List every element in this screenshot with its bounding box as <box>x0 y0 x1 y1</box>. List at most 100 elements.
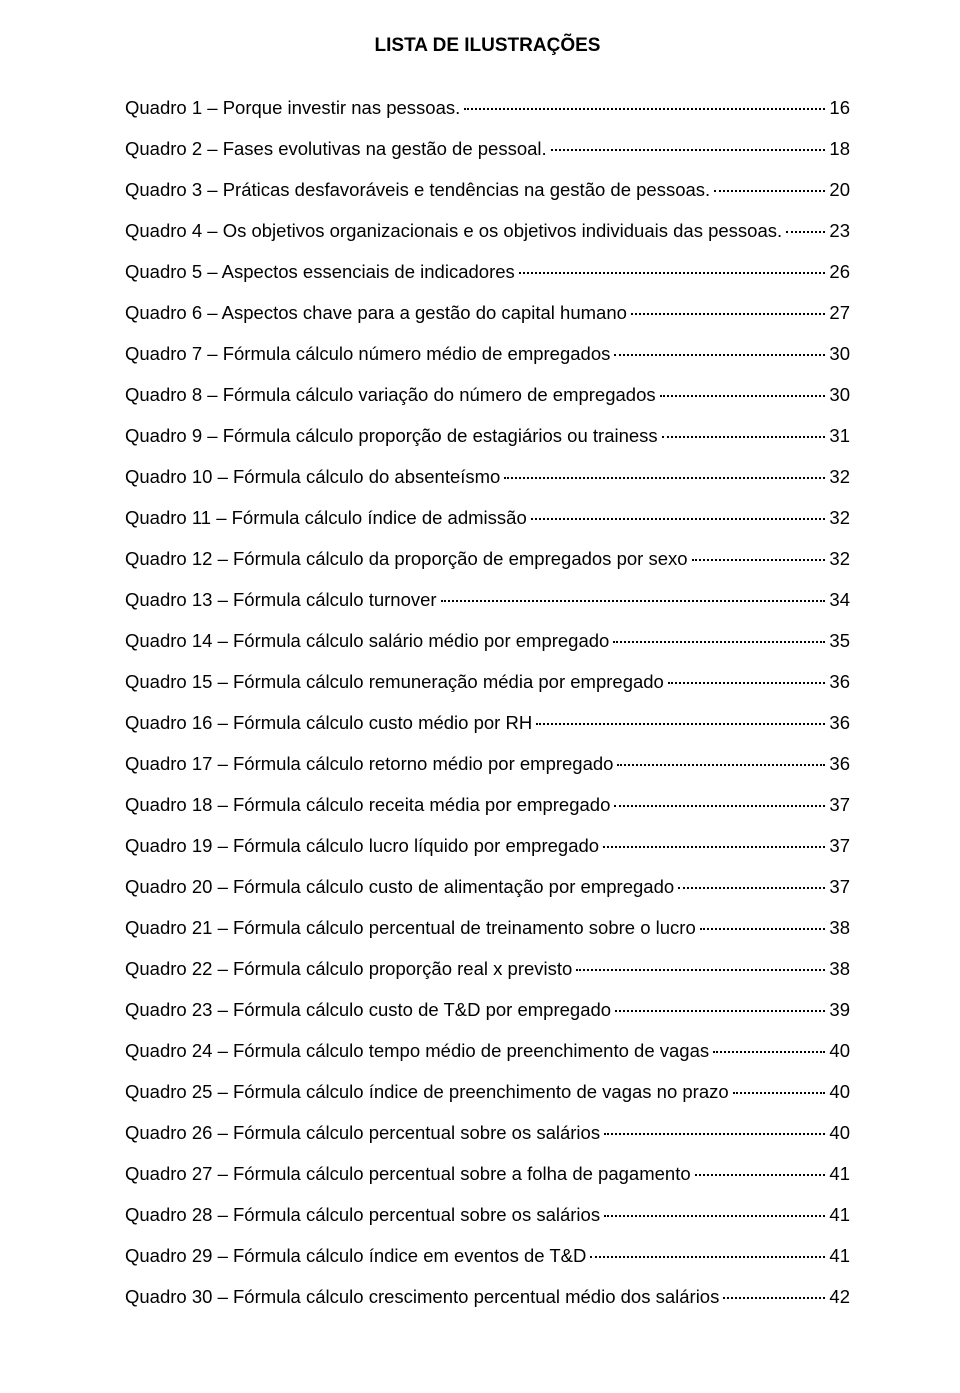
toc-item-page: 18 <box>829 140 850 159</box>
toc-item-label: Quadro 27 – Fórmula cálculo percentual s… <box>125 1165 691 1184</box>
toc-item: Quadro 9 – Fórmula cálculo proporção de … <box>125 427 850 446</box>
toc-item-page: 34 <box>829 591 850 610</box>
toc-leader-dots <box>668 682 826 684</box>
toc-item-label: Quadro 23 – Fórmula cálculo custo de T&D… <box>125 1001 611 1020</box>
toc-leader-dots <box>660 395 826 397</box>
toc-item-label: Quadro 17 – Fórmula cálculo retorno médi… <box>125 755 613 774</box>
toc-item: Quadro 16 – Fórmula cálculo custo médio … <box>125 714 850 733</box>
toc-item: Quadro 30 – Fórmula cálculo crescimento … <box>125 1288 850 1307</box>
toc-item: Quadro 6 – Aspectos chave para a gestão … <box>125 304 850 323</box>
toc-item-page: 35 <box>829 632 850 651</box>
toc-item: Quadro 28 – Fórmula cálculo percentual s… <box>125 1206 850 1225</box>
toc-item: Quadro 22 – Fórmula cálculo proporção re… <box>125 960 850 979</box>
toc-item: Quadro 2 – Fases evolutivas na gestão de… <box>125 140 850 159</box>
toc-leader-dots <box>615 1010 825 1012</box>
toc-leader-dots <box>531 518 826 520</box>
toc-item-page: 40 <box>829 1083 850 1102</box>
toc-item-label: Quadro 13 – Fórmula cálculo turnover <box>125 591 437 610</box>
toc-item: Quadro 23 – Fórmula cálculo custo de T&D… <box>125 1001 850 1020</box>
toc-item: Quadro 21 – Fórmula cálculo percentual d… <box>125 919 850 938</box>
toc-item-page: 40 <box>829 1042 850 1061</box>
toc-item-page: 36 <box>829 755 850 774</box>
toc-item-page: 30 <box>829 386 850 405</box>
toc-item-page: 37 <box>829 837 850 856</box>
toc-item-page: 38 <box>829 919 850 938</box>
toc-item: Quadro 12 – Fórmula cálculo da proporção… <box>125 550 850 569</box>
toc-item-page: 27 <box>829 304 850 323</box>
toc-item: Quadro 3 – Práticas desfavoráveis e tend… <box>125 181 850 200</box>
toc-item-page: 40 <box>829 1124 850 1143</box>
toc-item: Quadro 15 – Fórmula cálculo remuneração … <box>125 673 850 692</box>
toc-item: Quadro 24 – Fórmula cálculo tempo médio … <box>125 1042 850 1061</box>
toc-item-label: Quadro 21 – Fórmula cálculo percentual d… <box>125 919 696 938</box>
toc-item-page: 23 <box>829 222 850 241</box>
toc-leader-dots <box>613 641 825 643</box>
toc-leader-dots <box>576 969 825 971</box>
toc-item: Quadro 14 – Fórmula cálculo salário médi… <box>125 632 850 651</box>
toc-item-page: 37 <box>829 796 850 815</box>
toc-item: Quadro 10 – Fórmula cálculo do absenteís… <box>125 468 850 487</box>
toc-leader-dots <box>617 764 825 766</box>
toc-leader-dots <box>786 231 825 233</box>
toc-item-label: Quadro 6 – Aspectos chave para a gestão … <box>125 304 627 323</box>
toc-item-page: 38 <box>829 960 850 979</box>
toc-item-label: Quadro 20 – Fórmula cálculo custo de ali… <box>125 878 674 897</box>
toc-leader-dots <box>631 313 826 315</box>
toc-leader-dots <box>733 1092 826 1094</box>
toc-item-page: 41 <box>829 1206 850 1225</box>
toc-item: Quadro 17 – Fórmula cálculo retorno médi… <box>125 755 850 774</box>
toc-item: Quadro 29 – Fórmula cálculo índice em ev… <box>125 1247 850 1266</box>
toc-leader-dots <box>504 477 825 479</box>
toc-item-label: Quadro 8 – Fórmula cálculo variação do n… <box>125 386 656 405</box>
toc-item-page: 36 <box>829 673 850 692</box>
toc-list: Quadro 1 – Porque investir nas pessoas. 1… <box>125 99 850 1307</box>
toc-item: Quadro 20 – Fórmula cálculo custo de ali… <box>125 878 850 897</box>
toc-item: Quadro 1 – Porque investir nas pessoas. 1… <box>125 99 850 118</box>
toc-item-label: Quadro 14 – Fórmula cálculo salário médi… <box>125 632 609 651</box>
toc-item-label: Quadro 16 – Fórmula cálculo custo médio … <box>125 714 532 733</box>
toc-leader-dots <box>590 1256 825 1258</box>
toc-item-label: Quadro 9 – Fórmula cálculo proporção de … <box>125 427 658 446</box>
toc-item-label: Quadro 28 – Fórmula cálculo percentual s… <box>125 1206 600 1225</box>
toc-item-page: 32 <box>829 509 850 528</box>
toc-item-label: Quadro 19 – Fórmula cálculo lucro líquid… <box>125 837 599 856</box>
toc-leader-dots <box>536 723 825 725</box>
toc-leader-dots <box>614 805 825 807</box>
page-title: LISTA DE ILUSTRAÇÕES <box>125 35 850 57</box>
toc-item-page: 32 <box>829 468 850 487</box>
toc-item-page: 26 <box>829 263 850 282</box>
toc-item-page: 37 <box>829 878 850 897</box>
toc-item-page: 32 <box>829 550 850 569</box>
toc-item-page: 30 <box>829 345 850 364</box>
toc-leader-dots <box>464 108 825 110</box>
toc-item: Quadro 13 – Fórmula cálculo turnover 34 <box>125 591 850 610</box>
toc-item: Quadro 7 – Fórmula cálculo número médio … <box>125 345 850 364</box>
toc-leader-dots <box>700 928 826 930</box>
toc-leader-dots <box>723 1297 825 1299</box>
toc-item: Quadro 8 – Fórmula cálculo variação do n… <box>125 386 850 405</box>
toc-item-label: Quadro 4 – Os objetivos organizacionais … <box>125 222 782 241</box>
toc-item: Quadro 19 – Fórmula cálculo lucro líquid… <box>125 837 850 856</box>
toc-item: Quadro 25 – Fórmula cálculo índice de pr… <box>125 1083 850 1102</box>
toc-item-page: 16 <box>829 99 850 118</box>
toc-item-page: 20 <box>829 181 850 200</box>
toc-item: Quadro 5 – Aspectos essenciais de indica… <box>125 263 850 282</box>
toc-item-page: 39 <box>829 1001 850 1020</box>
toc-leader-dots <box>713 1051 825 1053</box>
toc-leader-dots <box>695 1174 826 1176</box>
toc-item: Quadro 26 – Fórmula cálculo percentual s… <box>125 1124 850 1143</box>
toc-item-page: 41 <box>829 1165 850 1184</box>
toc-leader-dots <box>604 1133 825 1135</box>
toc-item-label: Quadro 25 – Fórmula cálculo índice de pr… <box>125 1083 729 1102</box>
toc-item-label: Quadro 18 – Fórmula cálculo receita médi… <box>125 796 610 815</box>
toc-item-label: Quadro 1 – Porque investir nas pessoas. <box>125 99 460 118</box>
toc-leader-dots <box>519 272 826 274</box>
toc-item: Quadro 4 – Os objetivos organizacionais … <box>125 222 850 241</box>
toc-item-label: Quadro 2 – Fases evolutivas na gestão de… <box>125 140 547 159</box>
toc-leader-dots <box>692 559 826 561</box>
toc-item-label: Quadro 5 – Aspectos essenciais de indica… <box>125 263 515 282</box>
toc-leader-dots <box>603 846 825 848</box>
toc-item: Quadro 27 – Fórmula cálculo percentual s… <box>125 1165 850 1184</box>
toc-item-page: 31 <box>829 427 850 446</box>
toc-item-label: Quadro 7 – Fórmula cálculo número médio … <box>125 345 610 364</box>
